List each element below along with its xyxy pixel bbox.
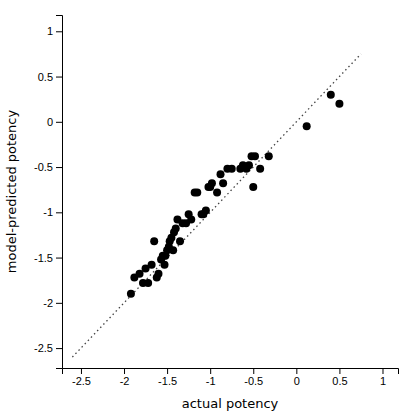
y-tick-mark [56, 303, 62, 304]
y-tick-mark [56, 212, 62, 213]
y-tick-label: -0.5 [34, 161, 53, 173]
y-tick-label: -1.5 [34, 252, 53, 264]
x-tick: -2 [120, 368, 130, 387]
plot-area: -2.5 -2 -1.5 -1 -0.5 0 0.5 1 -2.5 -2 -1.5 -1 -0.5 0 0.… [34, 16, 398, 387]
x-tick: -2.5 [72, 368, 91, 387]
scatter-point [303, 122, 311, 130]
scatter-point [161, 261, 169, 269]
x-tick-label: -0.5 [244, 375, 263, 387]
scatter-point [172, 225, 180, 233]
chart: -2.5 -2 -1.5 -1 -0.5 0 0.5 1 -2.5 -2 -1.5 -1 -0.5 0 0.… [0, 0, 420, 420]
scatter-point [217, 170, 225, 178]
scatter-point [187, 216, 195, 224]
y-axis-title: model-predicted potency [4, 110, 19, 274]
x-tick: 0.5 [332, 368, 347, 387]
x-tick: 0 [294, 368, 300, 387]
scatter-point [245, 161, 253, 169]
x-tick-mark [210, 368, 211, 374]
scatter-point [208, 179, 216, 187]
x-tick-mark [167, 368, 168, 374]
y-tick: -2 [43, 297, 62, 309]
scatter-point [136, 270, 144, 278]
y-tick-mark [56, 122, 62, 123]
y-tick-label: -1 [43, 206, 53, 218]
scatter-point [154, 270, 162, 278]
x-tick-label: -2.5 [72, 375, 91, 387]
x-tick: -1 [206, 368, 216, 387]
x-tick-label: 1 [380, 375, 386, 387]
y-tick-label: -2 [43, 297, 53, 309]
x-tick-mark [382, 368, 383, 374]
y-axis: -2.5 -2 -1.5 -1 -0.5 0 0.5 1 [34, 16, 62, 369]
x-tick-mark [124, 368, 125, 374]
reference-line [72, 54, 361, 357]
scatter-point [144, 279, 152, 287]
y-tick-label: 0 [47, 116, 53, 128]
x-tick-label: -1 [206, 375, 216, 387]
scatter-point [213, 188, 221, 196]
y-tick-mark [56, 258, 62, 259]
y-tick: -1.5 [34, 252, 62, 264]
y-tick: 0.5 [38, 71, 62, 83]
x-tick: -0.5 [244, 368, 263, 387]
x-tick-label: -1.5 [158, 375, 177, 387]
y-tick: -0.5 [34, 161, 62, 173]
x-tick-mark [253, 368, 254, 374]
y-tick-label: -2.5 [34, 342, 53, 354]
scatter-point [256, 165, 264, 173]
scatter-point [335, 100, 343, 108]
scatter-point [127, 290, 135, 298]
scatter-point [219, 179, 227, 187]
scatter-point [202, 207, 210, 215]
y-tick: 1 [47, 25, 62, 37]
scatter-point [228, 165, 236, 173]
y-tick-label: 0.5 [38, 71, 53, 83]
scatter-point [193, 188, 201, 196]
x-tick-mark [81, 368, 82, 374]
x-tick: -1.5 [158, 368, 177, 387]
y-tick: 0 [47, 116, 62, 128]
scatter-point [251, 152, 259, 160]
scatter-point [148, 261, 156, 269]
x-axis-title: actual potency [182, 396, 279, 411]
y-tick-label: 1 [47, 25, 53, 37]
x-axis-line [63, 369, 399, 375]
x-tick-mark [339, 368, 340, 374]
marks [72, 54, 361, 357]
x-tick-label: -2 [120, 375, 130, 387]
x-tick-label: 0 [294, 375, 300, 387]
x-tick-mark [296, 368, 297, 374]
x-tick: 1 [380, 368, 386, 387]
y-tick-mark [56, 348, 62, 349]
y-axis-line [56, 16, 63, 369]
scatter-point [176, 237, 184, 245]
y-tick-mark [56, 31, 62, 32]
scatter-point [150, 237, 158, 245]
y-tick-mark [56, 77, 62, 78]
x-axis: -2.5 -2 -1.5 -1 -0.5 0 0.5 1 [63, 368, 399, 387]
x-tick-label: 0.5 [332, 375, 347, 387]
y-tick: -1 [43, 206, 62, 218]
scatter-point [249, 183, 257, 191]
y-tick-mark [56, 167, 62, 168]
scatter-point [265, 152, 273, 160]
y-tick: -2.5 [34, 342, 62, 354]
scatter-point [327, 91, 335, 99]
scatter-point [169, 246, 177, 254]
